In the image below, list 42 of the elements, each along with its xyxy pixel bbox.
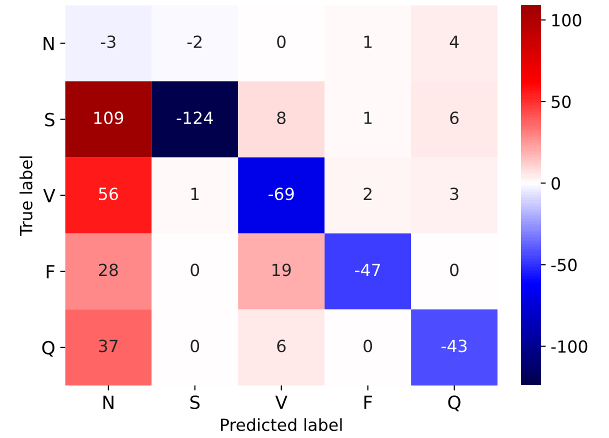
y-tick-label: Q bbox=[42, 340, 54, 357]
y-tick-label: S bbox=[45, 112, 54, 126]
x-axis-title: Predicted label bbox=[221, 418, 342, 432]
data-label: 0 bbox=[190, 264, 200, 276]
data-label: 37 bbox=[99, 340, 118, 352]
data-label: -69 bbox=[268, 188, 294, 200]
data-label: 2 bbox=[364, 188, 372, 200]
y-tick-label: N bbox=[44, 36, 54, 50]
data-label: -47 bbox=[355, 264, 380, 276]
x-tick-label: V bbox=[275, 396, 288, 409]
color-bar-label: 100 bbox=[552, 14, 582, 27]
data-label: -2 bbox=[187, 36, 202, 48]
data-label: 0 bbox=[277, 36, 286, 48]
data-label: 28 bbox=[99, 264, 118, 276]
data-label: 1 bbox=[364, 112, 372, 124]
data-label: -3 bbox=[100, 36, 116, 48]
data-label: 0 bbox=[190, 340, 200, 352]
data-label: 1 bbox=[191, 188, 199, 200]
y-tick-label: V bbox=[43, 189, 56, 202]
data-label: 56 bbox=[99, 188, 118, 200]
data-label: 6 bbox=[450, 112, 459, 124]
color-bar-label: -100 bbox=[551, 340, 588, 353]
x-tick-label: F bbox=[364, 396, 372, 409]
data-label: 109 bbox=[94, 112, 124, 124]
data-label: 19 bbox=[272, 264, 291, 276]
data-label: 3 bbox=[450, 188, 458, 200]
color-bar-label: 0 bbox=[552, 177, 560, 190]
x-tick-label: N bbox=[103, 396, 114, 409]
data-label: 6 bbox=[277, 340, 286, 352]
x-tick-label: Q bbox=[448, 395, 460, 412]
y-tick-label: F bbox=[46, 265, 54, 278]
data-label: 0 bbox=[364, 340, 372, 352]
y-axis-title: True label bbox=[20, 156, 32, 236]
data-label: 1 bbox=[364, 36, 372, 48]
data-label: -43 bbox=[442, 340, 467, 352]
color-bar-label: -50 bbox=[551, 258, 577, 272]
data-label: 0 bbox=[450, 264, 459, 276]
x-tick-label: S bbox=[190, 395, 200, 410]
data-label: 8 bbox=[277, 112, 286, 124]
color-bar-label: 50 bbox=[552, 95, 571, 108]
data-label: -124 bbox=[176, 112, 213, 124]
data-label: 4 bbox=[450, 36, 459, 48]
